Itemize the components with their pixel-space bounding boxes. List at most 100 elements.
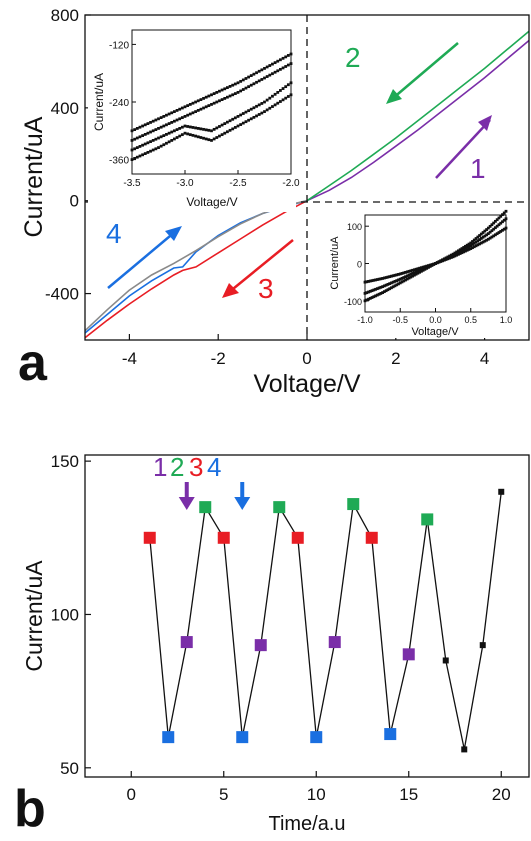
inset-bottom-point — [457, 249, 460, 253]
inset-bottom-point — [411, 272, 414, 275]
inset-bottom-point — [407, 273, 411, 277]
panel-b-xtick-label: 15 — [399, 785, 418, 804]
inset-bottom-point — [472, 238, 476, 242]
inset-top-point — [286, 95, 290, 98]
inset-top-point — [228, 85, 232, 88]
inset-bottom-point — [469, 241, 473, 245]
inset-bottom-point — [449, 256, 453, 259]
inset-bottom-point — [372, 295, 376, 299]
panel-b-xlabel: Time/a.u — [268, 813, 345, 835]
inset-top-point — [188, 125, 192, 129]
arrow-4-label: 4 — [106, 218, 122, 249]
panel-a-ytick-label: -400 — [45, 285, 79, 304]
time-series-point — [236, 731, 249, 744]
inset-top-point — [228, 128, 232, 132]
inset-top-point — [180, 116, 184, 119]
inset-top-point — [281, 98, 285, 102]
inset-top-point — [180, 106, 184, 110]
inset-top-point — [157, 127, 160, 130]
inset-top-point — [286, 83, 290, 87]
inset-bottom-ylabel: Current/uA — [329, 236, 341, 290]
time-series-line — [149, 491, 502, 750]
inset-top-point — [255, 114, 258, 118]
inset-top-xtick-label: -3.5 — [123, 178, 141, 189]
panel-a-ticks: -4 -2 0 2 4 -400 0 400 800 — [45, 6, 489, 368]
header-label-4: 4 — [207, 452, 221, 482]
inset-top-point — [157, 136, 160, 140]
inset-top-point — [162, 134, 166, 137]
inset-top-point — [180, 125, 184, 129]
inset-bottom-point — [504, 209, 508, 213]
inset-top-point — [159, 125, 163, 129]
inset-top-point — [173, 137, 176, 141]
time-series-point — [217, 531, 230, 544]
inset-top-point — [135, 127, 139, 130]
inset-bottom-point — [479, 237, 483, 240]
panel-a-inset-bottom: -1.0 -0.5 0.0 0.5 1.0 -100 0 100 Current/uA Vol… — [326, 208, 528, 338]
inset-bottom-point — [458, 250, 462, 253]
inset-top-point — [133, 137, 137, 141]
inset-bottom-point — [474, 244, 478, 248]
inset-top-point — [247, 85, 250, 89]
inset-top-point — [276, 69, 280, 73]
panel-a-ytick-label: 0 — [70, 192, 79, 211]
panel-b-series — [143, 488, 505, 753]
inset-bottom-point — [381, 277, 385, 280]
inset-top-point — [239, 123, 243, 126]
inset-top-ytick-label: -240 — [109, 98, 129, 109]
inset-top-point — [273, 92, 277, 96]
inset-top-point — [154, 147, 158, 151]
inset-top-point — [252, 115, 256, 119]
inset-bottom-point — [455, 253, 459, 257]
inset-top-ytick-label: -120 — [109, 40, 129, 51]
inset-top-point — [138, 125, 142, 129]
inset-top-point — [199, 136, 203, 139]
inset-top-point — [167, 131, 171, 135]
inset-top-point — [167, 112, 171, 116]
inset-top-point — [233, 126, 237, 129]
inset-top-point — [286, 63, 290, 67]
panel-a-xtick-label: -4 — [122, 349, 137, 368]
panel-b-ytick-label: 150 — [51, 452, 79, 471]
inset-top-point — [167, 140, 171, 144]
inset-bottom-point — [390, 286, 393, 290]
inset-bottom-point — [494, 233, 497, 237]
inset-top-point — [249, 74, 253, 77]
panel-b-xtick-label: 0 — [127, 785, 136, 804]
inset-top-point — [207, 128, 211, 132]
inset-bottom-point — [488, 224, 492, 228]
inset-top-point — [202, 106, 205, 110]
inset-bottom-point — [451, 253, 455, 257]
inset-top-point — [180, 133, 184, 137]
inset-top-point — [276, 91, 280, 94]
inset-bottom-point — [375, 293, 379, 297]
inset-top-point — [178, 107, 182, 111]
inset-top-point — [231, 83, 235, 87]
inset-bottom-point — [434, 262, 437, 265]
inset-top-point — [215, 126, 219, 130]
inset-top-point — [178, 134, 182, 138]
inset-bottom-point — [502, 218, 506, 222]
inset-top-point — [165, 141, 168, 145]
inset-bottom-point — [467, 245, 471, 248]
inset-top-point — [271, 72, 274, 76]
inset-bottom-point — [412, 268, 416, 272]
inset-top-point — [220, 123, 224, 127]
inset-top-point — [223, 122, 227, 125]
inset-top-background — [88, 18, 296, 212]
inset-top-point — [241, 121, 245, 125]
inset-bottom-point — [467, 247, 471, 251]
inset-bottom-point — [405, 277, 409, 281]
inset-bottom-point — [471, 242, 474, 246]
inset-top-point — [268, 64, 272, 67]
time-series-point — [180, 636, 193, 649]
inset-bottom-xlabel: Voltage/V — [411, 326, 459, 338]
inset-top-point — [281, 66, 285, 70]
inset-bottom-point — [414, 270, 418, 274]
inset-top-point — [252, 82, 256, 86]
inset-top-point — [178, 127, 182, 130]
inset-bottom-point — [485, 238, 489, 242]
inset-bottom-point — [472, 241, 476, 245]
inset-top-point — [183, 124, 187, 128]
inset-top-point — [210, 129, 213, 133]
